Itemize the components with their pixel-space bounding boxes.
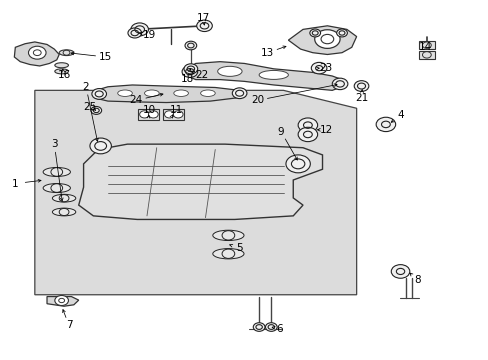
Circle shape: [298, 118, 317, 132]
Circle shape: [182, 66, 197, 77]
Circle shape: [331, 78, 347, 90]
Polygon shape: [14, 42, 59, 66]
Text: 17: 17: [196, 13, 209, 23]
Bar: [418, 41, 434, 49]
Ellipse shape: [55, 63, 68, 68]
Circle shape: [311, 62, 326, 74]
Text: 4: 4: [396, 111, 403, 121]
Circle shape: [140, 111, 149, 118]
Circle shape: [314, 30, 339, 48]
Circle shape: [390, 265, 409, 278]
Text: 13: 13: [261, 48, 274, 58]
Circle shape: [321, 35, 333, 44]
Text: 24: 24: [129, 95, 142, 105]
Polygon shape: [79, 144, 322, 220]
Bar: [138, 109, 158, 120]
Circle shape: [92, 89, 106, 99]
Circle shape: [148, 111, 158, 118]
Polygon shape: [184, 62, 341, 90]
Circle shape: [90, 138, 111, 154]
Text: 16: 16: [58, 70, 71, 80]
Text: 23: 23: [319, 63, 332, 73]
Circle shape: [265, 323, 277, 331]
Ellipse shape: [217, 66, 242, 76]
Text: 12: 12: [319, 125, 332, 135]
Circle shape: [336, 29, 346, 37]
Circle shape: [184, 41, 196, 50]
Text: 20: 20: [251, 95, 264, 105]
Text: 21: 21: [354, 93, 367, 103]
Circle shape: [173, 111, 183, 118]
Circle shape: [55, 296, 68, 306]
Ellipse shape: [173, 90, 188, 96]
Text: 18: 18: [181, 73, 194, 84]
Circle shape: [298, 127, 317, 141]
Circle shape: [164, 111, 174, 118]
Text: 3: 3: [51, 139, 58, 149]
Bar: [418, 51, 434, 59]
Text: 25: 25: [82, 102, 96, 112]
Circle shape: [131, 23, 148, 36]
Text: 2: 2: [82, 82, 89, 92]
Polygon shape: [35, 90, 356, 295]
Circle shape: [232, 88, 246, 99]
Ellipse shape: [200, 90, 215, 96]
Ellipse shape: [118, 90, 132, 96]
Ellipse shape: [43, 167, 70, 176]
Circle shape: [253, 323, 264, 331]
Polygon shape: [47, 297, 79, 306]
Ellipse shape: [55, 69, 68, 74]
Bar: [163, 109, 183, 120]
Text: 19: 19: [142, 31, 156, 40]
Circle shape: [28, 46, 46, 59]
Text: 22: 22: [195, 70, 208, 80]
Text: 14: 14: [418, 42, 431, 51]
Ellipse shape: [144, 90, 159, 96]
Circle shape: [285, 155, 310, 173]
Text: 11: 11: [169, 105, 183, 115]
Circle shape: [309, 29, 320, 37]
Text: 5: 5: [236, 243, 243, 253]
Ellipse shape: [52, 208, 76, 216]
Circle shape: [91, 107, 102, 114]
Polygon shape: [288, 26, 356, 54]
Polygon shape: [96, 85, 239, 103]
Text: 8: 8: [413, 275, 420, 285]
Text: 7: 7: [65, 320, 72, 330]
Text: 9: 9: [277, 127, 284, 136]
Ellipse shape: [43, 184, 70, 193]
Circle shape: [196, 20, 212, 32]
Ellipse shape: [59, 50, 74, 55]
Circle shape: [183, 64, 197, 74]
Ellipse shape: [52, 194, 76, 202]
Text: 6: 6: [276, 324, 283, 334]
Ellipse shape: [259, 71, 288, 80]
Text: 1: 1: [12, 179, 19, 189]
Circle shape: [128, 28, 142, 38]
Ellipse shape: [212, 248, 244, 259]
Ellipse shape: [212, 230, 244, 240]
Circle shape: [353, 81, 368, 91]
Text: 10: 10: [142, 105, 156, 115]
Circle shape: [375, 117, 395, 132]
Text: 15: 15: [99, 52, 112, 62]
